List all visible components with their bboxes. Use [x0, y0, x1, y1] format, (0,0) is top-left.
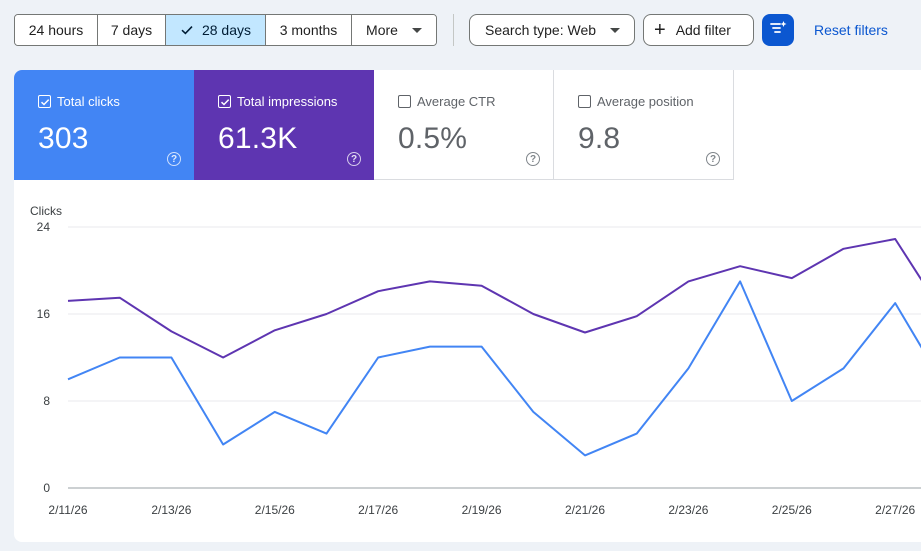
filter-sparkle-button[interactable]	[762, 14, 794, 46]
x-tick-label: 2/27/26	[875, 503, 915, 517]
series-line-total-impressions	[67, 238, 921, 359]
range-28-days-button[interactable]: 28 days	[166, 15, 266, 45]
reset-filters-label: Reset filters	[814, 22, 888, 38]
help-icon[interactable]: ?	[526, 152, 540, 166]
help-icon[interactable]: ?	[167, 152, 181, 166]
x-tick-label: 2/17/26	[358, 503, 398, 517]
performance-card: Total clicks 303 ? Total impressions 61.…	[14, 70, 921, 542]
metric-value: 303	[38, 122, 89, 155]
range-label: 7 days	[110, 22, 153, 38]
metric-average-position[interactable]: Average position 9.8 ?	[554, 70, 734, 180]
plus-icon: +	[654, 19, 666, 41]
metric-total-clicks[interactable]: Total clicks 303 ?	[14, 70, 194, 180]
reset-filters-link[interactable]: Reset filters	[814, 14, 888, 46]
checkbox-checked-icon[interactable]	[218, 95, 231, 108]
y-tick-label: 24	[37, 220, 51, 234]
performance-chart: Clicks 0 8 16 24 2/11/26 2/13/26 2/15/26 2/17/26…	[14, 180, 921, 542]
range-label: More	[366, 22, 398, 38]
help-icon[interactable]: ?	[347, 152, 361, 166]
y-axis-title: Clicks	[30, 204, 62, 218]
metric-label: Total impressions	[237, 94, 338, 109]
check-icon	[180, 23, 194, 37]
y-tick-label: 8	[43, 394, 50, 408]
metric-value: 0.5%	[398, 122, 468, 155]
range-label: 3 months	[279, 22, 338, 38]
range-label: 28 days	[201, 22, 252, 38]
add-filter-label: Add filter	[675, 22, 731, 38]
x-tick-label: 2/23/26	[668, 503, 708, 517]
search-type-dropdown[interactable]: Search type: Web	[469, 14, 635, 46]
x-tick-label: 2/25/26	[772, 503, 812, 517]
add-filter-button[interactable]: + Add filter	[643, 14, 754, 46]
search-type-label: Search type: Web	[485, 22, 597, 38]
range-3-months-button[interactable]: 3 months	[266, 15, 352, 45]
x-tick-label: 2/15/26	[255, 503, 295, 517]
checkbox-checked-icon[interactable]	[38, 95, 51, 108]
metric-average-ctr[interactable]: Average CTR 0.5% ?	[374, 70, 554, 180]
y-tick-label: 16	[37, 307, 51, 321]
range-more-dropdown[interactable]: More	[352, 15, 436, 45]
date-range-selector: 24 hours 7 days 28 days 3 months More	[14, 14, 437, 46]
metric-value: 61.3K	[218, 122, 298, 155]
metric-label: Average position	[597, 94, 694, 109]
caret-down-icon	[411, 27, 422, 33]
checkbox-unchecked-icon[interactable]	[398, 95, 411, 108]
range-label: 24 hours	[28, 22, 84, 38]
filter-sparkle-icon	[768, 18, 788, 43]
x-tick-label: 2/19/26	[462, 503, 502, 517]
x-tick-label: 2/11/26	[48, 503, 87, 517]
toolbar-divider	[453, 14, 454, 46]
range-7-days-button[interactable]: 7 days	[98, 15, 166, 45]
x-tick-label: 2/13/26	[151, 503, 191, 517]
help-icon[interactable]: ?	[706, 152, 720, 166]
metric-value: 9.8	[578, 122, 621, 155]
y-tick-label: 0	[43, 481, 50, 495]
metric-label: Total clicks	[57, 94, 120, 109]
range-24-hours-button[interactable]: 24 hours	[15, 15, 98, 45]
x-tick-label: 2/21/26	[565, 503, 605, 517]
series-line-total-clicks	[67, 280, 921, 457]
line-chart-svg: Clicks 0 8 16 24 2/11/26 2/13/26 2/15/26 2/17/26…	[30, 204, 921, 517]
metric-label: Average CTR	[417, 94, 496, 109]
metric-total-impressions[interactable]: Total impressions 61.3K ?	[194, 70, 374, 180]
caret-down-icon	[610, 27, 621, 33]
checkbox-unchecked-icon[interactable]	[578, 95, 591, 108]
